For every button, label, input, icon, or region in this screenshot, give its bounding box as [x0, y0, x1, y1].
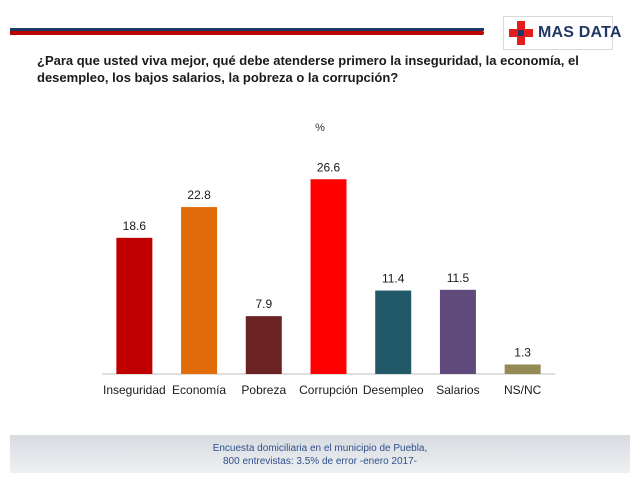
footer-line-1: Encuesta domiciliaria en el municipio de… — [212, 443, 428, 454]
category-label-4: Desempleo — [363, 383, 424, 397]
bar-5 — [439, 289, 476, 374]
data-label-5: 11.5 — [447, 271, 470, 285]
bar-chart: 18.6 Inseguridad 22.8 Economía 7.9 Pobreza 26.… — [102, 160, 555, 397]
category-label-6: NS/NC — [504, 383, 542, 397]
mas-data-logo: MAS DATA — [503, 16, 621, 50]
data-label-4: 11.4 — [382, 272, 405, 286]
bar-0 — [116, 237, 153, 374]
data-label-2: 7.9 — [255, 297, 272, 311]
bar-4 — [375, 290, 412, 374]
bar-1 — [181, 207, 218, 374]
header-bar — [10, 28, 484, 35]
category-label-3: Corrupción — [299, 383, 358, 397]
header-bar-red-stripe — [10, 31, 484, 35]
footer: Encuesta domiciliaria en el municipio de… — [10, 435, 630, 473]
data-label-3: 26.6 — [317, 160, 341, 174]
survey-question: ¿Para que usted viva mejor, qué debe ate… — [37, 53, 579, 85]
category-label-0: Inseguridad — [103, 383, 166, 397]
bar-6 — [504, 364, 541, 374]
category-label-1: Economía — [172, 383, 226, 397]
data-label-1: 22.8 — [187, 188, 211, 202]
red-cross-icon — [509, 21, 533, 45]
bar-2 — [245, 316, 282, 374]
footer-line-2: 800 entrevistas: 3.5% de error -enero 20… — [223, 456, 417, 467]
data-label-6: 1.3 — [514, 345, 531, 359]
logo-text: MAS DATA — [538, 24, 622, 41]
category-label-2: Pobreza — [241, 383, 286, 397]
header-bar-dark-stripe — [10, 28, 484, 31]
category-label-5: Salarios — [436, 383, 479, 397]
chart-unit-label: % — [315, 122, 325, 134]
data-label-0: 18.6 — [123, 219, 147, 233]
bar-3 — [310, 179, 347, 374]
